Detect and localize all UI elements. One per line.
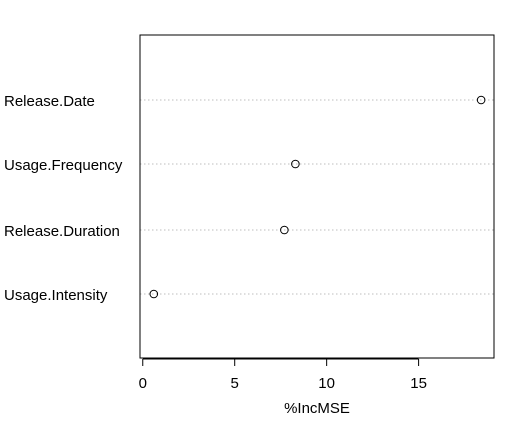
- category-label: Usage.Frequency: [4, 157, 123, 174]
- guide-lines: [140, 100, 494, 294]
- category-labels: Release.Date Usage.Frequency Release.Durat…: [4, 93, 123, 304]
- plot-frame: [140, 35, 494, 358]
- x-tick-label: 0: [139, 375, 147, 392]
- category-label: Release.Duration: [4, 223, 120, 240]
- category-label: Release.Date: [4, 93, 95, 110]
- x-tick-label: 15: [410, 375, 427, 392]
- data-points: [150, 96, 485, 298]
- x-axis-label: %IncMSE: [284, 400, 350, 417]
- category-label: Usage.Intensity: [4, 287, 108, 304]
- x-axis: 0 5 10 15: [139, 359, 427, 392]
- x-tick-label: 10: [318, 375, 335, 392]
- x-tick-label: 5: [231, 375, 239, 392]
